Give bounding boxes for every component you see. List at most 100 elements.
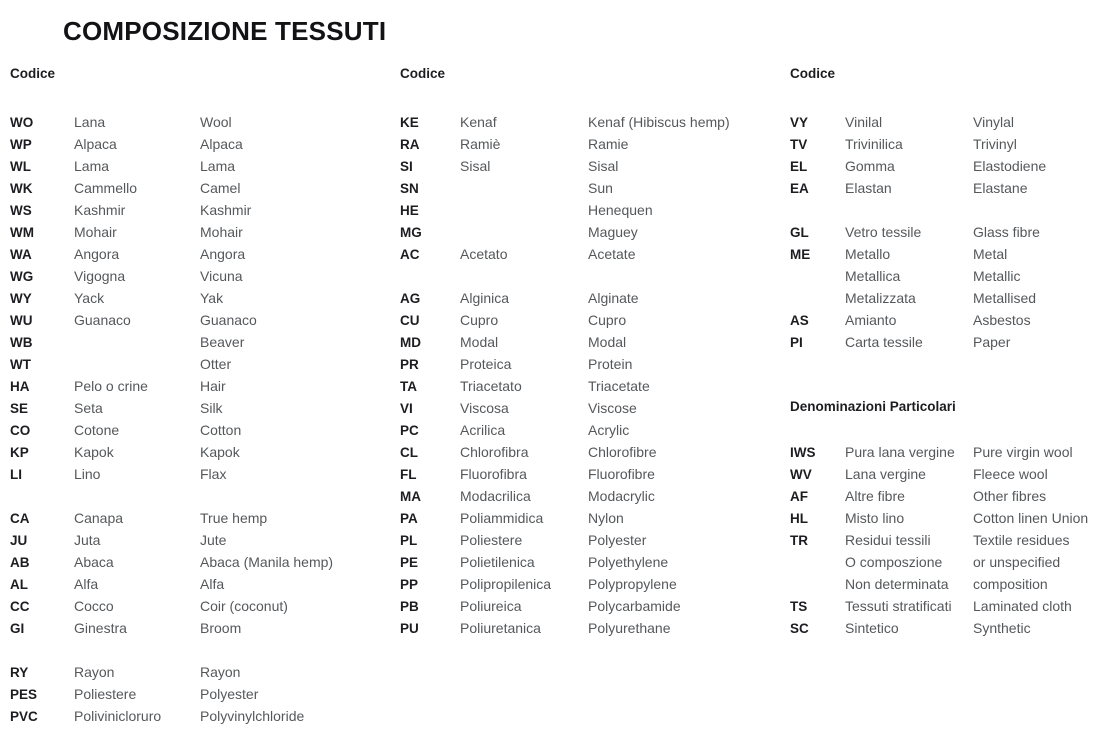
table-row: WT Otter	[10, 353, 395, 375]
fiber-code: EL	[790, 158, 808, 174]
table-row: WK Cammello Camel	[10, 177, 395, 199]
fiber-code: GI	[10, 620, 25, 636]
table-row: PI Carta tessile Paper	[790, 331, 1106, 353]
fiber-name-italian: Acrilica	[460, 422, 506, 438]
fiber-name-english: Sisal	[588, 158, 619, 174]
fiber-name-italian: Kenaf	[460, 114, 497, 130]
fiber-name-english: Protein	[588, 356, 633, 372]
table-row: WP Alpaca Alpaca	[10, 133, 395, 155]
fiber-name-italian: Amianto	[845, 312, 897, 328]
table-row: AS Amianto Asbestos	[790, 309, 1106, 331]
fiber-name-italian: Alfa	[74, 576, 99, 592]
fiber-name-english: Ramie	[588, 136, 629, 152]
fiber-code: ME	[790, 246, 811, 262]
fiber-code: KE	[400, 114, 419, 130]
table-row	[10, 485, 395, 507]
fiber-name-italian: Vetro tessile	[845, 224, 922, 240]
fiber-name-english: Chlorofibre	[588, 444, 657, 460]
table-row: AF Altre fibre Other fibres	[790, 485, 1106, 507]
table-row: JU Juta Jute	[10, 529, 395, 551]
fiber-name-english: Other fibres	[973, 488, 1047, 504]
table-row: WY Yack Yak	[10, 287, 395, 309]
table-row: PP Polipropilenica Polypropylene	[400, 573, 785, 595]
table-row: AB Abaca Abaca (Manila hemp)	[10, 551, 395, 573]
fiber-name-italian: Cotone	[74, 422, 120, 438]
fiber-code: AF	[790, 488, 808, 504]
fiber-code: TA	[400, 378, 417, 394]
fiber-name-italian: Kapok	[74, 444, 114, 460]
table-row: PA Poliammidica Nylon	[400, 507, 785, 529]
fiber-name-english: Cotton	[200, 422, 242, 438]
fiber-code: WU	[10, 312, 33, 328]
fiber-name-italian: Juta	[74, 532, 101, 548]
fiber-name-english: Hair	[200, 378, 226, 394]
fiber-name-english: Beaver	[200, 334, 245, 350]
table-row: TA Triacetato Triacetate	[400, 375, 785, 397]
fiber-name-italian: Cammello	[74, 180, 138, 196]
fiber-code: LI	[10, 466, 22, 482]
fiber-code: CO	[10, 422, 31, 438]
fiber-name-italian: Polietilenica	[460, 554, 535, 570]
table-row: TV Trivinilica Trivinyl	[790, 133, 1106, 155]
fiber-code: WA	[10, 246, 32, 262]
fiber-name-italian: Lino	[74, 466, 101, 482]
fiber-name-english: Cotton linen Union	[973, 510, 1089, 526]
table-row: PR Proteica Protein	[400, 353, 785, 375]
fiber-name-italian: Yack	[74, 290, 105, 306]
fiber-name-italian: Lama	[74, 158, 110, 174]
fiber-name-italian: Metallica	[845, 268, 901, 284]
table-row: WO Lana Wool	[10, 111, 395, 133]
fiber-code: HA	[10, 378, 30, 394]
fiber-name-english: Kapok	[200, 444, 240, 460]
fiber-code: WG	[10, 268, 34, 284]
fiber-name-english: Maguey	[588, 224, 638, 240]
fiber-name-english: Polyester	[588, 532, 647, 548]
fiber-name-italian: Seta	[74, 400, 103, 416]
fiber-name-italian: Polivinicloruro	[74, 708, 162, 724]
fiber-code: WS	[10, 202, 32, 218]
fiber-name-italian: Pelo o crine	[74, 378, 148, 394]
code-column-manmade-fibres: Codice KE Kenaf Kenaf (Hibiscus hemp) RA Ram…	[400, 64, 785, 639]
fiber-code: TV	[790, 136, 808, 152]
table-row: FL Fluorofibra Fluorofibre	[400, 463, 785, 485]
table-row: PE Polietilenica Polyethylene	[400, 551, 785, 573]
fiber-name-english: Kashmir	[200, 202, 252, 218]
fiber-name-italian: Alpaca	[74, 136, 117, 152]
fiber-name-english: Guanaco	[200, 312, 257, 328]
fiber-code: CA	[10, 510, 30, 526]
fiber-code: PA	[400, 510, 418, 526]
column-header-codice: Codice	[10, 66, 56, 81]
table-row: ME Metallo Metal	[790, 243, 1106, 265]
fiber-code: PC	[400, 422, 419, 438]
table-row: PU Poliuretanica Polyurethane	[400, 617, 785, 639]
code-column-other-fibres: Codice VY Vinilal Vinylal TV Trivinilica Triv…	[790, 64, 1106, 639]
fiber-code: WP	[10, 136, 32, 152]
table-row: HA Pelo o crine Hair	[10, 375, 395, 397]
fiber-code: HL	[790, 510, 808, 526]
table-row: EL Gomma Elastodiene	[790, 155, 1106, 177]
page-title: COMPOSIZIONE TESSUTI	[63, 16, 387, 46]
fiber-code: WT	[10, 356, 31, 372]
fiber-name-english: Wool	[200, 114, 232, 130]
fiber-name-italian: Poliestere	[460, 532, 523, 548]
fiber-code: PVC	[10, 708, 38, 724]
fiber-name-english: Jute	[200, 532, 227, 548]
fiber-name-italian: Misto lino	[845, 510, 905, 526]
fiber-code: MG	[400, 224, 422, 240]
fiber-code: PR	[400, 356, 419, 372]
fiber-code: PP	[400, 576, 419, 592]
table-row	[790, 199, 1106, 221]
fiber-name-english: Fluorofibre	[588, 466, 655, 482]
code-table-special-denominations: IWS Pura lana vergine Pure virgin wool WV La…	[790, 441, 1106, 639]
fiber-code: AG	[400, 290, 421, 306]
fiber-code: TR	[790, 532, 808, 548]
fiber-name-english: Coir (coconut)	[200, 598, 288, 614]
code-table-1: WO Lana Wool WP Alpaca Alpaca WL Lama Lama WK Camm…	[10, 111, 395, 727]
fiber-code: PE	[400, 554, 419, 570]
fiber-code: FL	[400, 466, 417, 482]
fiber-name-italian: Viscosa	[460, 400, 509, 416]
fiber-code: WM	[10, 224, 34, 240]
fiber-code: WB	[10, 334, 33, 350]
fiber-name-english: Lama	[200, 158, 236, 174]
fiber-name-italian: Lana	[74, 114, 106, 130]
